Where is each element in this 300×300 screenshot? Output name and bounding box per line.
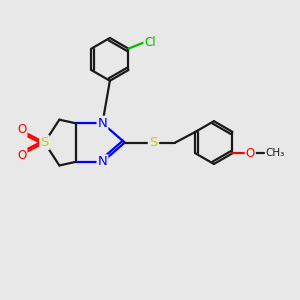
Text: O: O [17, 149, 26, 162]
Text: S: S [40, 136, 49, 149]
Text: N: N [98, 117, 107, 130]
Text: O: O [246, 147, 255, 160]
Text: N: N [98, 155, 107, 168]
Text: O: O [17, 123, 26, 136]
Text: S: S [149, 136, 157, 149]
Text: CH₃: CH₃ [266, 148, 285, 158]
Text: Cl: Cl [144, 36, 156, 49]
